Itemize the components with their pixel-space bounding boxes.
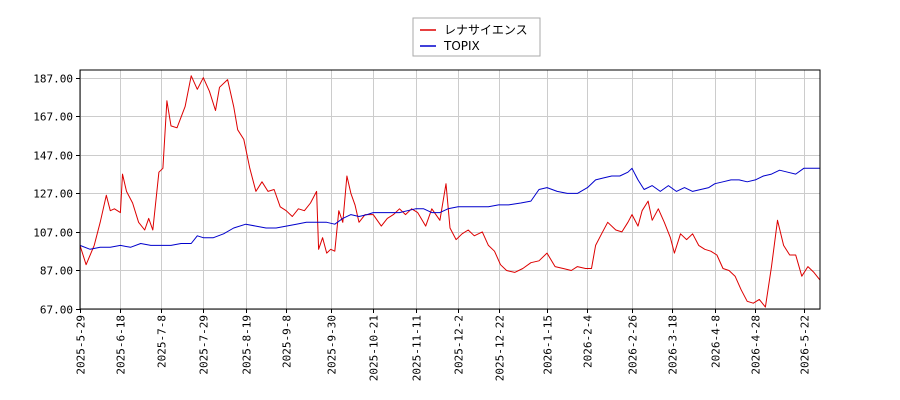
x-tick-label: 2026-4-8 [710, 315, 723, 368]
legend-box [412, 17, 541, 57]
series-group [79, 75, 821, 308]
x-tick-label: 2026-2-4 [582, 315, 595, 368]
x-tick-label: 2025-8-19 [241, 315, 254, 375]
y-tick-label: 167.00 [33, 111, 73, 124]
x-tick-label: 2026-4-28 [750, 315, 763, 375]
grid [76, 70, 820, 313]
x-tick-label: 2025-6-18 [115, 315, 128, 375]
x-axis-labels: 2025-5-29 2025-6-18 2025-7-8 2025-7-29 2025-… [75, 315, 812, 382]
y-tick-label: 107.00 [33, 227, 73, 240]
y-tick-label: 187.00 [33, 73, 73, 86]
x-tick-label: 2025-5-29 [75, 315, 88, 375]
x-tick-label: 2026-5-22 [799, 315, 812, 375]
x-tick-label: 2025-11-11 [411, 315, 424, 381]
x-tick-label: 2025-7-29 [198, 315, 211, 375]
series-line-2 [79, 167, 820, 250]
y-tick-label: 147.00 [33, 150, 73, 163]
x-tick-label: 2025-9-30 [326, 315, 339, 375]
series-line-1 [79, 75, 821, 308]
x-tick-label: 2025-7-8 [156, 315, 169, 368]
x-tick-label: 2026-1-15 [542, 315, 555, 375]
legend: レナサイエンス TOPIX [412, 17, 541, 57]
y-tick-label: 67.00 [40, 304, 73, 317]
x-tick-label: 2025-12-22 [494, 315, 507, 381]
y-axis-labels: 67.00 87.00 107.00 127.00 147.00 167.00 187.00 [33, 73, 73, 317]
x-tick-label: 2025-10-21 [368, 315, 381, 381]
x-tick-label: 2026-3-18 [667, 315, 680, 375]
y-tick-label: 87.00 [40, 265, 73, 278]
x-tick-label: 2025-12-2 [453, 315, 466, 375]
x-tick-label: 2025-9-8 [281, 315, 294, 368]
y-tick-label: 127.00 [33, 188, 73, 201]
legend-label-series-1: レナサイエンス [444, 23, 528, 37]
plot-frame [79, 69, 821, 310]
x-tick-label: 2026-2-26 [627, 315, 640, 375]
legend-label-series-2: TOPIX [443, 39, 480, 53]
